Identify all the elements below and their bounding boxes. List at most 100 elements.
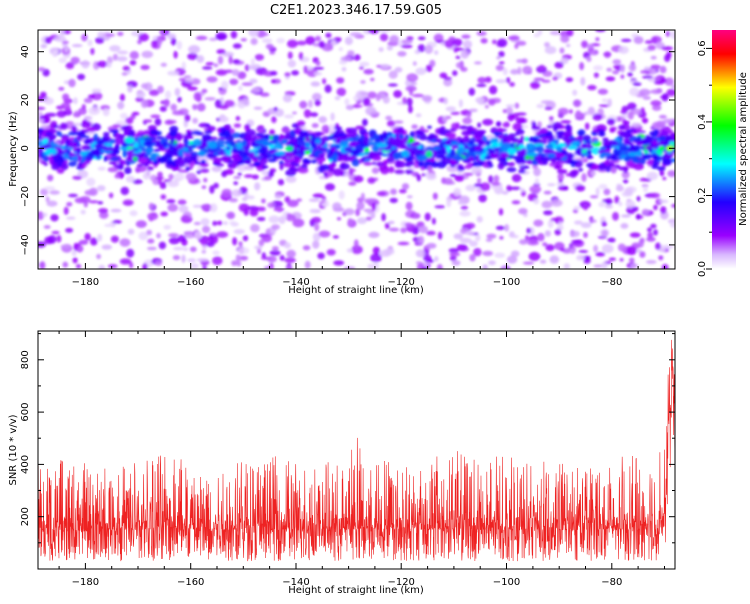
heatmap-cell [47, 174, 54, 182]
heatmap-cell [51, 230, 60, 235]
heatmap-cell [632, 122, 642, 127]
heatmap-cell [410, 81, 418, 86]
heatmap-cell [196, 258, 209, 262]
heatmap-cell [638, 239, 644, 248]
heatmap-cell [650, 100, 662, 107]
heatmap-cell [449, 255, 457, 261]
heatmap-cell [583, 205, 588, 211]
heatmap-cell [125, 146, 134, 150]
heatmap-cell [459, 125, 468, 130]
heatmap-cell [442, 117, 448, 122]
heatmap-cell [339, 163, 350, 170]
heatmap-cell [376, 142, 388, 148]
heatmap-cell [587, 106, 595, 115]
heatmap-cell [202, 225, 211, 234]
heatmap-cell [120, 125, 131, 132]
heatmap-cell [524, 155, 531, 160]
heatmap-cell [491, 39, 497, 45]
heatmap-cell [519, 239, 528, 245]
heatmap-cell [151, 40, 158, 49]
heatmap-cell [468, 156, 475, 161]
heatmap-cell [401, 150, 410, 158]
heatmap-cell [152, 140, 163, 147]
heatmap-cell [610, 166, 617, 174]
heatmap-cell [624, 132, 632, 137]
heatmap-cell [190, 151, 199, 156]
heatmap-cell [194, 231, 202, 240]
heatmap-cell [153, 160, 158, 165]
heatmap-cell [138, 231, 149, 241]
heatmap-cell [180, 215, 190, 223]
heatmap-cell [406, 73, 419, 82]
heatmap-cell [322, 78, 327, 85]
y-tick-label: 600 [20, 403, 31, 422]
heatmap-cell [242, 97, 249, 106]
heatmap-cell [521, 58, 528, 64]
heatmap-cell [507, 113, 515, 122]
colorbar-tick-label: 0.2 [697, 188, 708, 204]
heatmap-cell [425, 64, 433, 72]
heatmap-cell [40, 188, 49, 196]
heatmap-cell [486, 160, 493, 166]
heatmap-cell [312, 193, 324, 199]
heatmap-cell [183, 137, 189, 144]
heatmap-cell [168, 173, 174, 180]
heatmap-cell [257, 128, 265, 134]
heatmap-cell [212, 157, 222, 165]
heatmap-cell [449, 173, 457, 177]
heatmap-cell [527, 240, 539, 246]
heatmap-cell [218, 148, 226, 152]
heatmap-cell [146, 166, 154, 171]
heatmap-cell [416, 155, 428, 162]
heatmap-cell [176, 132, 184, 140]
heatmap-cell [347, 127, 358, 134]
x-tick-label: −120 [387, 277, 414, 288]
heatmap-cell [494, 252, 506, 258]
heatmap-cell [253, 106, 263, 110]
heatmap-cell [664, 136, 672, 144]
heatmap-cell [229, 78, 239, 86]
heatmap-cell [585, 256, 591, 261]
heatmap-cell [121, 72, 128, 76]
heatmap-cell [317, 252, 325, 260]
heatmap-cell [580, 222, 592, 229]
heatmap-cell [621, 171, 630, 179]
heatmap-cell [187, 86, 198, 91]
heatmap-cell [649, 192, 660, 199]
heatmap-cell [540, 100, 553, 104]
heatmap-cell [205, 123, 211, 127]
heatmap-cell [329, 145, 341, 149]
heatmap-cell [229, 198, 238, 203]
heatmap-cell [81, 144, 92, 151]
heatmap-cell [650, 64, 661, 70]
heatmap-cell [664, 77, 674, 86]
heatmap-cell [269, 129, 275, 136]
heatmap-cell [86, 177, 96, 187]
heatmap-cell [560, 34, 570, 43]
heatmap-cell [614, 195, 620, 204]
heatmap-cell [124, 136, 135, 144]
heatmap-cell [318, 40, 326, 49]
heatmap-cell [379, 33, 389, 42]
heatmap-cell [368, 138, 375, 142]
heatmap-cell [310, 135, 316, 142]
heatmap-cell [97, 166, 106, 171]
heatmap-cell [565, 77, 574, 83]
heatmap-cell [590, 170, 597, 176]
heatmap-cell [415, 130, 425, 135]
heatmap-cell [417, 36, 426, 41]
heatmap-cell [586, 56, 592, 62]
heatmap-cell [49, 47, 60, 55]
heatmap-cell [573, 206, 580, 211]
heatmap-cell [600, 152, 612, 157]
heatmap-cell [80, 121, 92, 128]
heatmap-peak [669, 141, 675, 146]
heatmap-cell [60, 102, 71, 110]
heatmap-cell [559, 247, 565, 252]
heatmap-cell [147, 212, 159, 221]
heatmap-cell [620, 110, 628, 115]
x-tick-label: −100 [493, 577, 520, 588]
heatmap-cell [452, 155, 464, 161]
heatmap-cell [666, 88, 675, 97]
heatmap-cell [136, 91, 146, 98]
